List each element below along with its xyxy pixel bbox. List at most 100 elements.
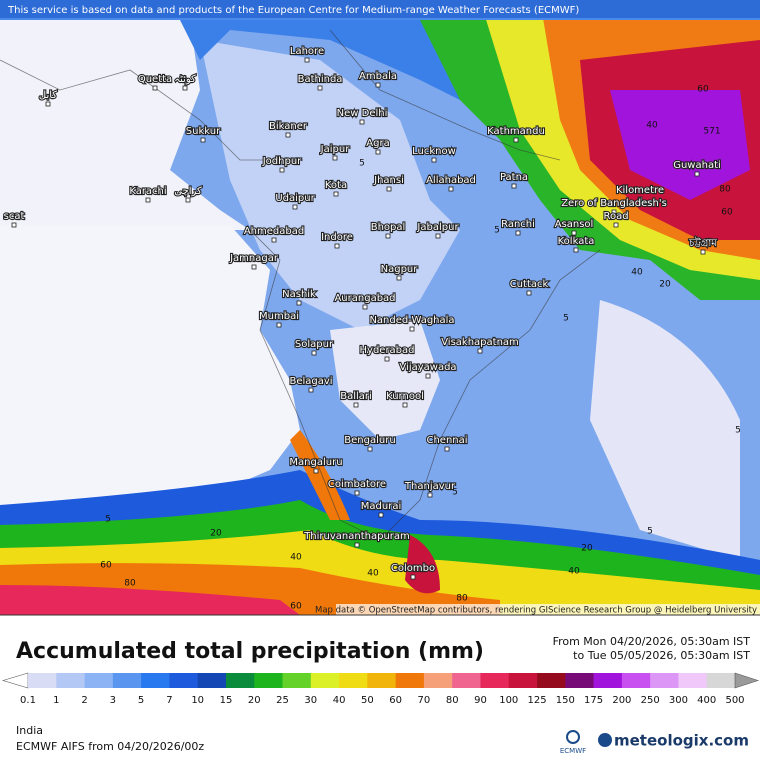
rain-band — [0, 585, 300, 615]
city-marker — [611, 209, 617, 215]
model-run: ECMWF AIFS from 04/20/2026/00z — [16, 740, 204, 753]
city-label: Colombo — [391, 563, 435, 574]
contour-label: 80 — [456, 594, 468, 604]
city-marker — [279, 167, 285, 173]
city-label: Indore — [321, 232, 353, 243]
city-marker — [427, 492, 433, 498]
colorbar-swatch — [141, 673, 170, 688]
contour-label: 20 — [659, 280, 671, 290]
city-marker — [362, 304, 368, 310]
colorbar-swatch — [28, 673, 57, 688]
city-label: Kota — [325, 180, 347, 191]
contour-label: 20 — [210, 529, 222, 539]
contour-label: 5 — [735, 426, 741, 436]
city-marker — [425, 373, 431, 379]
colorbar: 0.1 1 2 3 5 7 10 15 20 25 30 40 50 60 70 80 90 100 125 150 1… — [1, 672, 759, 706]
city-label: Ranchi — [501, 219, 535, 230]
logo-icon — [566, 730, 580, 744]
city-marker — [477, 348, 483, 354]
city-label: Jodhpur — [262, 156, 302, 167]
city-label: Lucknow — [412, 146, 456, 157]
city-marker — [285, 132, 291, 138]
city-marker — [375, 149, 381, 155]
city-marker — [571, 230, 577, 236]
city-marker — [448, 186, 454, 192]
city-label: চট্টগ্রাম — [688, 237, 717, 249]
city-marker — [375, 82, 381, 88]
city-label: Thiruvananthapuram — [303, 531, 410, 542]
city-marker — [385, 233, 391, 239]
city-marker — [435, 233, 441, 239]
colorbar-tick-label: 7 — [166, 695, 172, 706]
colorbar-tick-label: 200 — [612, 695, 631, 706]
contour-label: 20 — [581, 544, 593, 554]
brand-icon — [598, 733, 612, 747]
colorbar-swatch — [678, 673, 708, 688]
colorbar-tick-label: 150 — [556, 695, 575, 706]
city-label: Vijayawada — [399, 362, 456, 373]
map: This service is based on data and produc… — [0, 0, 760, 615]
contour-label: 60 — [100, 561, 112, 571]
city-label: Allahabad — [426, 175, 476, 186]
city-label: Hyderabad — [360, 345, 415, 356]
city-marker — [308, 387, 314, 393]
city-marker — [694, 171, 700, 177]
city-marker — [317, 85, 323, 91]
colorbar-tick-label: 70 — [418, 695, 431, 706]
contour-label: 40 — [646, 121, 658, 131]
colorbar-tick-label: 3 — [110, 695, 116, 706]
city-marker — [384, 356, 390, 362]
city-label: Mumbai — [259, 311, 299, 322]
colorbar-tick-label: 300 — [669, 695, 688, 706]
ocean-area — [0, 225, 300, 510]
city-marker — [11, 222, 17, 228]
contour-label: 40 — [367, 569, 379, 579]
city-label: کوئٹہ — [174, 74, 196, 85]
city-marker — [276, 322, 282, 328]
contour-label: 80 — [719, 185, 731, 195]
contour-label: 40 — [631, 268, 643, 278]
colorbar-swatch — [423, 673, 453, 688]
city-label: Patna — [500, 172, 528, 183]
rain-area — [610, 90, 750, 200]
city-label: Solapur — [295, 339, 334, 350]
colorbar-tick-label: 400 — [697, 695, 716, 706]
map-labels: Lahore Quetta کوئٹہ کابل Bathinda Ambala Sukku… — [3, 45, 741, 612]
rain-area — [200, 40, 460, 330]
colorbar-swatch — [480, 673, 510, 688]
city-label: Aurangabad — [334, 293, 395, 304]
city-marker — [367, 446, 373, 452]
colorbar-swatch — [339, 673, 368, 688]
city-label: Jabalpur — [416, 222, 459, 233]
contour-label: 60 — [721, 208, 733, 218]
colorbar-tick-label: 125 — [527, 695, 546, 706]
ocean-area — [590, 300, 740, 560]
city-marker — [353, 402, 359, 408]
city-marker — [513, 137, 519, 143]
city-label: Belagavi — [289, 376, 332, 387]
city-marker — [378, 512, 384, 518]
city-marker — [613, 222, 619, 228]
city-marker — [637, 196, 643, 202]
colorbar-tick-label: 60 — [389, 695, 402, 706]
city-marker — [515, 230, 521, 236]
contour-label: 80 — [124, 579, 136, 589]
period-from: From Mon 04/20/2026, 05:30am IST — [553, 635, 751, 648]
contour-label: 40 — [290, 553, 302, 563]
city-marker — [511, 183, 517, 189]
colorbar-arrow — [734, 672, 759, 689]
city-label: Jamnagar — [229, 253, 279, 264]
colorbar-swatch — [395, 673, 425, 688]
city-label: کراچی — [174, 186, 202, 197]
city-label: scat — [4, 211, 25, 222]
colorbar-swatch — [225, 673, 255, 688]
legend-title: Accumulated total precipitation (mm) — [16, 639, 484, 664]
city-marker — [292, 204, 298, 210]
city-label: Nashik — [282, 289, 316, 300]
colorbar-swatch — [169, 673, 198, 688]
colorbar-swatch — [621, 673, 651, 688]
contour-label: 60 — [697, 85, 709, 95]
colorbar-swatch — [593, 673, 623, 688]
city-label: Udaipur — [275, 193, 315, 204]
city-label: Chennai — [426, 435, 467, 446]
